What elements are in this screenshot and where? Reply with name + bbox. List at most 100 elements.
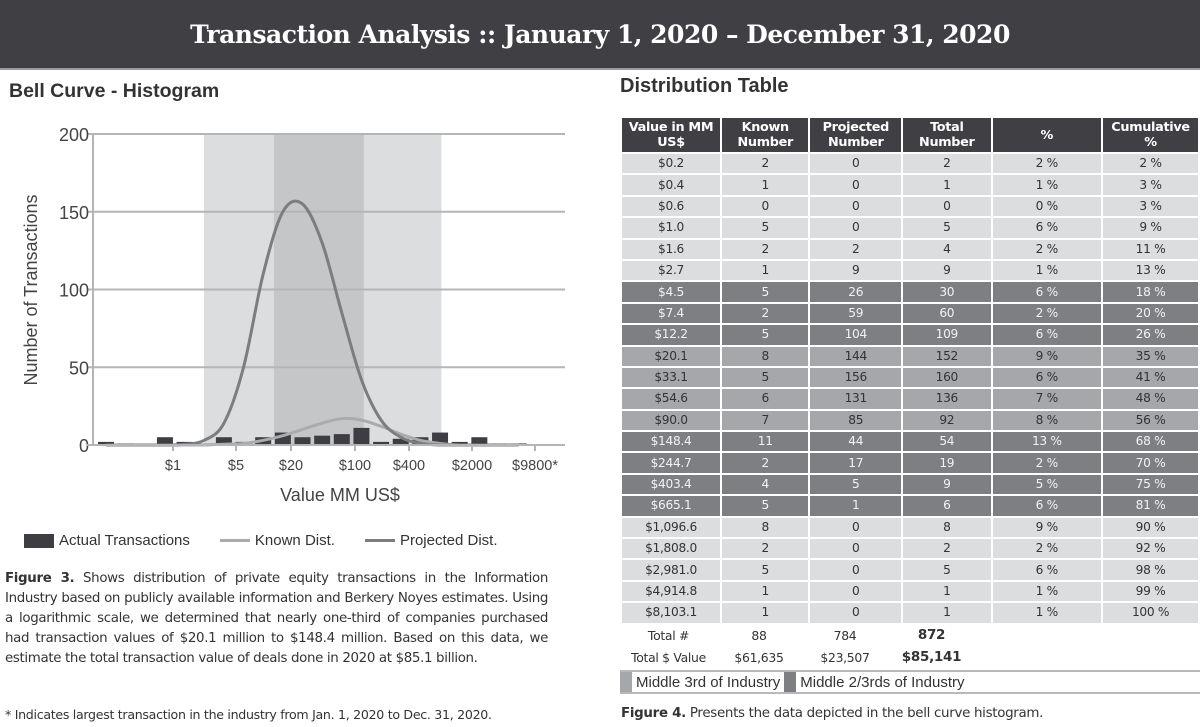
column-header: Projected Number <box>810 118 901 152</box>
table-cell: $665.1 <box>622 496 720 515</box>
table-cell: $1,096.6 <box>622 518 720 537</box>
table-row: $1.0 5 0 5 6 % 9 % <box>622 218 1198 237</box>
table-cell: 5 <box>722 325 808 344</box>
table-cell: 0 <box>810 603 901 622</box>
middle-third-label: Middle 3rd of Industry <box>632 674 784 691</box>
histogram-bar <box>334 434 350 445</box>
table-cell: 3 % <box>1103 175 1198 194</box>
table-cell: 2 <box>722 453 808 472</box>
y-axis-title: Number of Transactions <box>21 194 41 385</box>
table-cell: 144 <box>810 347 901 366</box>
table-cell: 8 <box>903 518 990 537</box>
table-cell: 9 <box>903 261 990 280</box>
table-cell: 3 % <box>1103 197 1198 216</box>
table-cell: $0.4 <box>622 175 720 194</box>
table-cell: 6 % <box>993 218 1102 237</box>
table-cell: 70 % <box>1103 453 1198 472</box>
table-cell: 2 <box>722 539 808 558</box>
figure-4-text: Presents the data depicted in the bell c… <box>686 706 1043 721</box>
table-row: $665.1 5 1 6 6 % 81 % <box>622 496 1198 515</box>
table-cell: 1 % <box>993 261 1102 280</box>
column-header-text: Projected <box>823 120 889 135</box>
column-header-text: US$ <box>657 135 685 150</box>
table-cell: 1 <box>810 496 901 515</box>
x-tick-label: $9800* <box>512 458 558 474</box>
table-cell: 1 <box>722 261 808 280</box>
total-known-value: $61,635 <box>717 650 801 665</box>
table-cell: $1.6 <box>622 240 720 259</box>
table-cell: 9 <box>903 475 990 494</box>
column-header-text: Total <box>930 120 963 135</box>
table-cell: $1,808.0 <box>622 539 720 558</box>
table-cell: 92 <box>903 411 990 430</box>
table-cell: 1 % <box>993 175 1102 194</box>
table-cell: 6 % <box>993 368 1102 387</box>
figure-3-caption: Figure 3. Shows distribution of private … <box>5 569 548 669</box>
table-cell: 1 <box>722 582 808 601</box>
projected-swatch <box>365 539 395 542</box>
table-row: $12.2 5 104 109 6 % 26 % <box>622 325 1198 344</box>
table-cell: 2 % <box>993 304 1102 323</box>
table-row: $244.7 2 17 19 2 % 70 % <box>622 453 1198 472</box>
table-cell: 2 % <box>993 539 1102 558</box>
band-key: Middle 3rd of Industry Middle 2/3rds of … <box>620 670 1200 694</box>
y-tick-label: 100 <box>59 281 89 301</box>
table-cell: 1 % <box>993 582 1102 601</box>
table-cell: 41 % <box>1103 368 1198 387</box>
table-cell: 11 % <box>1103 240 1198 259</box>
table-cell: 0 <box>810 197 901 216</box>
table-cell: 8 <box>722 518 808 537</box>
figure-3-label: Figure 3. <box>5 571 74 586</box>
histogram-bar <box>353 428 369 445</box>
table-row: $33.1 5 156 160 6 % 41 % <box>622 368 1198 387</box>
total-value: $85,141 <box>889 649 974 665</box>
table-header-row: Value in MM US$ Known Number Projected Number… <box>622 118 1198 152</box>
table-heading: Distribution Table <box>620 75 789 98</box>
x-tick-label: $1 <box>165 458 181 474</box>
table-cell: 104 <box>810 325 901 344</box>
table-cell: 9 % <box>993 518 1102 537</box>
table-cell: 5 <box>722 218 808 237</box>
table-cell: 85 <box>810 411 901 430</box>
table-cell: 5 % <box>993 475 1102 494</box>
column-header: % <box>993 118 1102 152</box>
total-projected-count: 784 <box>801 628 889 643</box>
table-cell: 2 % <box>993 240 1102 259</box>
table-cell: 35 % <box>1103 347 1198 366</box>
legend-projected: Projected Dist. <box>365 532 498 549</box>
table-cell: $403.4 <box>622 475 720 494</box>
table-cell: 5 <box>903 218 990 237</box>
table-cell: $148.4 <box>622 432 720 451</box>
table-cell: 152 <box>903 347 990 366</box>
column-header-text: Known <box>742 120 789 135</box>
total-value-row: Total $ Value $61,635 $23,507 $85,141 <box>620 646 1200 668</box>
table-cell: 59 <box>810 304 901 323</box>
table-cell: $90.0 <box>622 411 720 430</box>
table-cell: 75 % <box>1103 475 1198 494</box>
table-cell: 5 <box>903 560 990 579</box>
table-row: $20.1 8 144 152 9 % 35 % <box>622 347 1198 366</box>
table-cell: 2 <box>810 240 901 259</box>
table-cell: 0 <box>810 582 901 601</box>
distribution-table: Value in MM US$ Known Number Projected Number… <box>620 116 1200 625</box>
table-cell: 18 % <box>1103 282 1198 301</box>
column-header-text: Number <box>737 135 793 150</box>
histogram-bar <box>295 437 311 445</box>
table-cell: 2 % <box>1103 154 1198 173</box>
table-cell: 8 <box>722 347 808 366</box>
total-count: 872 <box>889 627 974 643</box>
table-cell: 0 <box>810 154 901 173</box>
table-cell: $33.1 <box>622 368 720 387</box>
table-cell: 1 % <box>993 603 1102 622</box>
actual-swatch <box>24 534 54 548</box>
table-cell: 1 <box>903 603 990 622</box>
total-known-count: 88 <box>717 628 801 643</box>
table-cell: 0 <box>810 218 901 237</box>
table-row: $54.6 6 131 136 7 % 48 % <box>622 389 1198 408</box>
table-cell: 2 <box>722 304 808 323</box>
x-tick-label: $2000 <box>452 458 492 474</box>
table-cell: 4 <box>903 240 990 259</box>
table-cell: 2 % <box>993 154 1102 173</box>
table-cell: 99 % <box>1103 582 1198 601</box>
table-cell: 2 <box>722 154 808 173</box>
